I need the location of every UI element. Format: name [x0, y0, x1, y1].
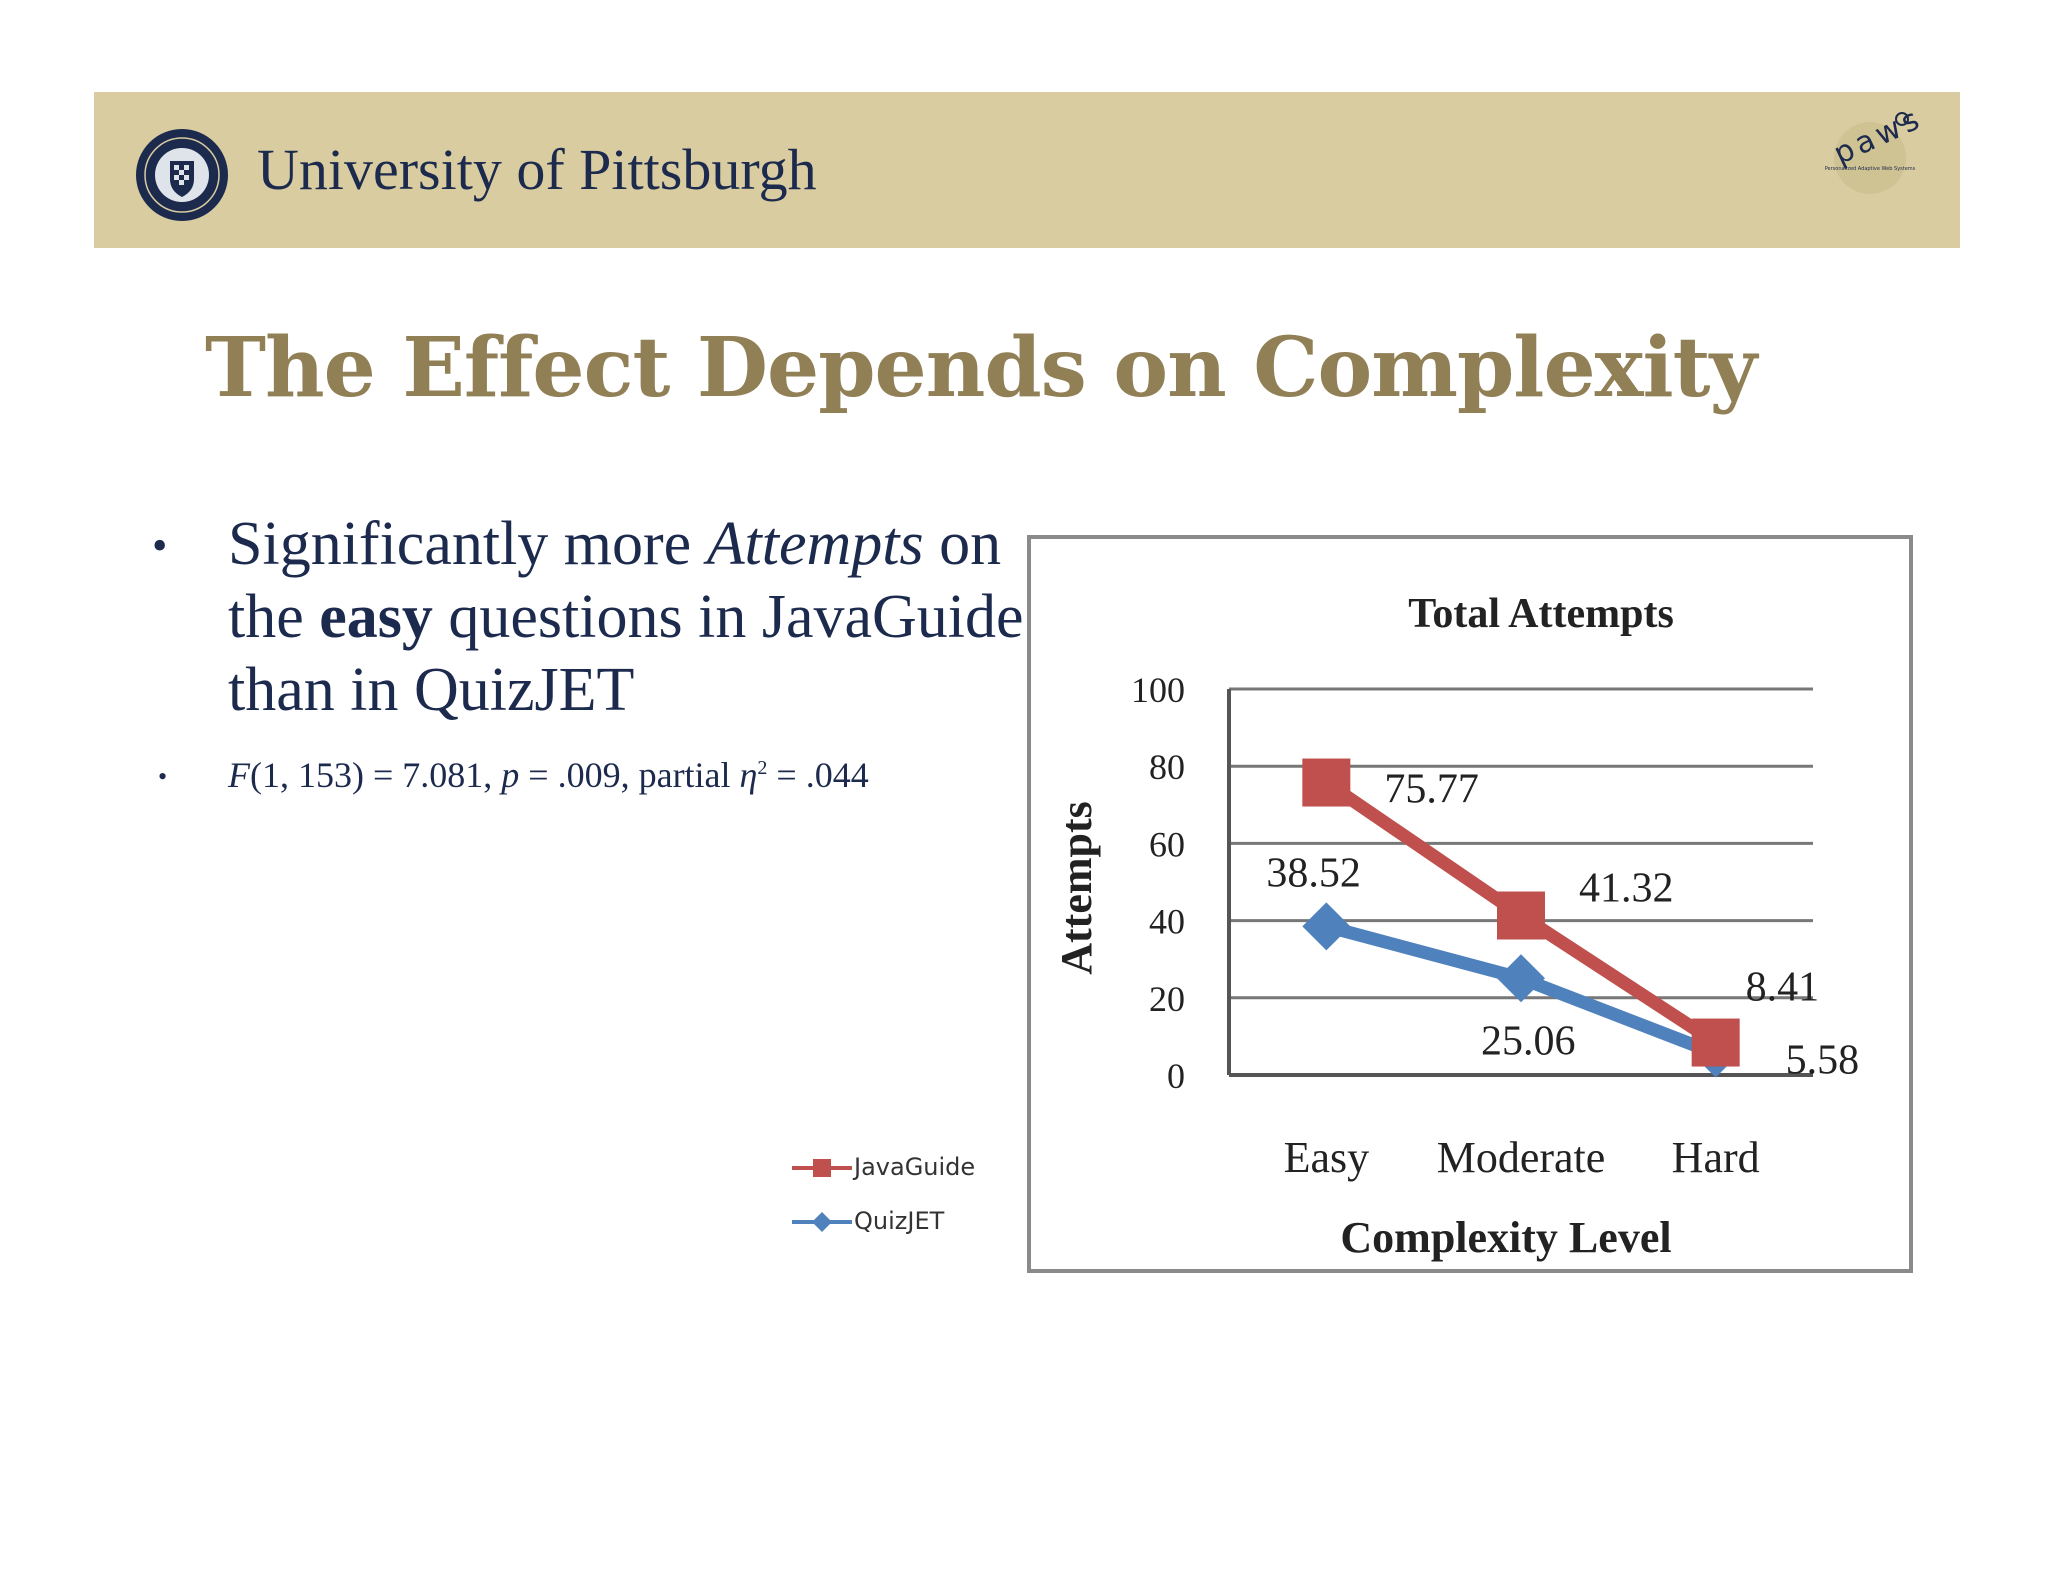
legend-item-javaguide: JavaGuide	[790, 1153, 1000, 1183]
bullet-marker-small: •	[158, 762, 168, 791]
chart-frame: Total Attempts 0 20 40 60 80 100 Easy Moderate Ha…	[1027, 535, 1913, 1273]
y-tick-label-60: 60	[1149, 824, 1185, 864]
bullet-text-main: Significantly more Attempts on the easy …	[228, 508, 1028, 727]
data-label-quizjet-hard: 5.58	[1786, 1037, 1860, 1083]
data-label-javaguide-moderate: 41.32	[1579, 866, 1674, 912]
legend-label-quizjet: QuizJET	[854, 1207, 945, 1235]
marker-javaguide-hard	[1691, 1018, 1740, 1067]
y-tick-label-40: 40	[1149, 902, 1185, 942]
paws-logo-icon: paws Personalized Adaptive Web Systems	[1825, 104, 1920, 194]
paws-logo-caption: Personalized Adaptive Web Systems	[1825, 166, 1916, 172]
stat-eta-val: = .044	[767, 755, 869, 795]
legend-label-javaguide: JavaGuide	[854, 1153, 976, 1181]
y-axis-title: Attempts	[1052, 801, 1101, 975]
legend-square-icon	[792, 1159, 852, 1177]
y-tick-label-100: 100	[1131, 670, 1185, 710]
bullet1-part3: questions in JavaGuide than in QuizJET	[228, 583, 1024, 724]
stat-f-args: (1, 153) = 7.081,	[250, 755, 502, 795]
x-axis-title: Complexity Level	[1340, 1213, 1671, 1262]
bullet1-italic: Attempts	[706, 510, 924, 578]
x-tick-label-hard: Hard	[1672, 1133, 1760, 1182]
stat-eta-sup: 2	[757, 757, 768, 779]
bullet-marker: •	[152, 521, 168, 570]
slide-title: The Effect Depends on Complexity	[205, 320, 1757, 416]
data-label-quizjet-moderate: 25.06	[1481, 1018, 1576, 1064]
data-label-javaguide-easy: 75.77	[1384, 767, 1479, 813]
chart-title: Total Attempts	[1408, 591, 1674, 637]
y-tick-label-0: 0	[1167, 1056, 1185, 1096]
data-label-quizjet-easy: 38.52	[1266, 850, 1360, 896]
stat-p: p	[501, 755, 520, 795]
legend-item-quizjet: QuizJET	[790, 1207, 1000, 1237]
stat-f: F	[228, 755, 250, 795]
legend-diamond-icon	[792, 1212, 852, 1232]
marker-quizjet-easy	[1302, 902, 1351, 951]
y-tick-label-80: 80	[1149, 747, 1185, 787]
chart-legend: JavaGuide QuizJET	[790, 1145, 1000, 1255]
y-tick-label-20: 20	[1149, 979, 1185, 1019]
university-seal-icon	[136, 129, 228, 221]
data-label-javaguide-hard: 8.41	[1746, 965, 1820, 1011]
bullet1-bold: easy	[319, 583, 433, 651]
marker-quizjet-moderate	[1497, 954, 1545, 1003]
stat-p-val: = .009, partial	[519, 755, 740, 795]
header-bar: University of Pittsburgh paws Personaliz…	[94, 92, 1960, 248]
x-tick-label-easy: Easy	[1284, 1133, 1370, 1182]
marker-javaguide-moderate	[1497, 891, 1545, 940]
bullet1-part1: Significantly more	[228, 510, 707, 578]
line-chart: Total Attempts 0 20 40 60 80 100 Easy Moderate Ha…	[1052, 591, 1860, 1262]
marker-javaguide-easy	[1302, 758, 1351, 807]
bullet-text-statistics: F(1, 153) = 7.081, p = .009, partial η2 …	[228, 754, 869, 796]
university-name: University of Pittsburgh	[257, 137, 817, 202]
bullet1-part2: on the	[228, 510, 1002, 651]
stat-eta: η	[739, 755, 758, 795]
x-tick-label-moderate: Moderate	[1437, 1133, 1606, 1182]
